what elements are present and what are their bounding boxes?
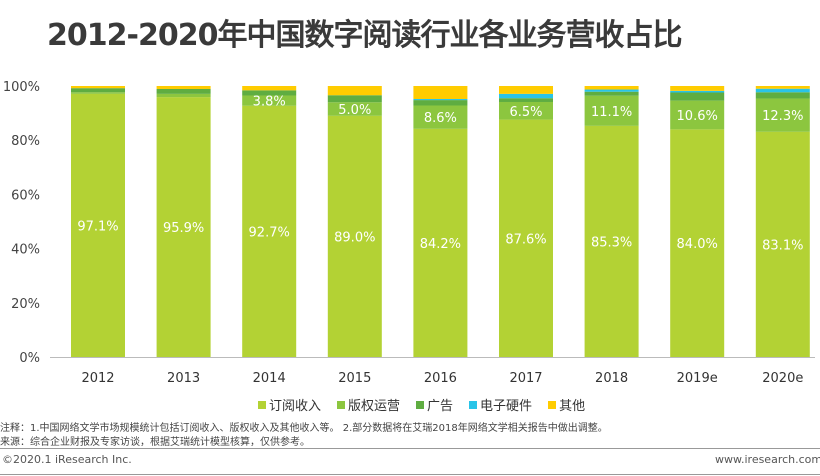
bar-segment — [242, 95, 297, 106]
y-tick-label: 40% — [11, 243, 40, 258]
x-tick-label: 2016 — [424, 371, 457, 386]
legend-swatch — [258, 400, 266, 409]
bar-segment — [71, 88, 125, 93]
legend-item: 广告 — [416, 395, 453, 414]
y-tick-label: 100% — [3, 80, 40, 95]
bar-segment — [413, 86, 468, 100]
legend-item: 版权运营 — [337, 395, 400, 414]
data-label: 10.6% — [677, 109, 718, 124]
legend-swatch — [548, 400, 557, 409]
copyright: ©2020.1 iResearch Inc. — [2, 453, 132, 466]
bar-segment — [242, 105, 297, 358]
data-label: 84.0% — [677, 237, 718, 252]
data-label: 85.3% — [591, 235, 632, 250]
data-label: 97.1% — [77, 219, 118, 234]
divider — [0, 448, 820, 449]
bar-segment — [327, 95, 382, 103]
bar-segment — [327, 102, 382, 116]
x-tick-label: 2012 — [81, 371, 114, 386]
bar-segment — [156, 93, 211, 98]
bar-segment — [156, 97, 211, 358]
legend-label: 电子硬件 — [480, 399, 533, 414]
bar-segment — [71, 86, 125, 89]
y-tick-label: 0% — [19, 351, 40, 366]
bar-segment — [584, 91, 639, 96]
x-tick-label: 2017 — [509, 371, 542, 386]
bar-segment — [755, 92, 810, 99]
bar-segment — [584, 89, 639, 92]
data-label: 6.5% — [509, 105, 542, 120]
legend-swatch — [469, 400, 478, 409]
legend: 订阅收入 版权运营 广告 电子硬件 其他 — [258, 395, 585, 414]
source-note: 来源：综合企业财报及专家访谈，根据艾瑞统计模型核算，仅供参考。 — [0, 437, 310, 448]
data-label: 95.9% — [163, 221, 204, 236]
bar-segment — [670, 86, 725, 91]
x-tick-label: 2014 — [253, 371, 286, 386]
bar-segment — [499, 93, 553, 99]
bar-segment — [71, 93, 125, 357]
bar-segment — [755, 98, 810, 132]
y-tick-label: 80% — [11, 134, 40, 149]
bar-segment — [242, 90, 297, 96]
data-label: 83.1% — [762, 238, 803, 253]
data-label: 5.0% — [338, 103, 371, 118]
bar-segment — [584, 125, 639, 357]
bar-segment — [156, 86, 211, 89]
legend-item: 订阅收入 — [258, 395, 321, 414]
bar-segment — [670, 90, 725, 93]
bar-segment — [499, 98, 553, 102]
y-tick-label: 60% — [11, 188, 40, 203]
chart-title: 2012-2020年中国数字阅读行业各业务营收占比 — [47, 18, 682, 53]
legend-item: 其他 — [548, 395, 585, 414]
bar-segment — [499, 86, 553, 94]
legend-label: 版权运营 — [348, 399, 401, 414]
stacked-bar-chart: 0% 20% 40% 60% 80% 100% 97.1% 2012 95.9% 2013 92.7… — [3, 80, 815, 386]
bar-segment — [755, 88, 810, 93]
bar-segment — [413, 100, 468, 106]
bar-segment — [670, 92, 725, 101]
data-label: 84.2% — [420, 237, 461, 252]
data-label: 89.0% — [334, 230, 375, 245]
y-tick-label: 20% — [11, 297, 40, 312]
x-tick-label: 2013 — [167, 371, 200, 386]
data-label: 87.6% — [505, 232, 546, 247]
data-label: 92.7% — [249, 225, 290, 240]
x-tick-label: 2020e — [762, 371, 803, 386]
bar-segment — [670, 129, 725, 357]
x-tick-label: 2019e — [677, 371, 718, 386]
legend-swatch — [416, 400, 425, 409]
legend-label: 广告 — [427, 399, 454, 414]
bar-segment — [755, 131, 810, 357]
data-label: 11.1% — [591, 105, 632, 120]
bar-segment — [670, 100, 725, 130]
legend-item: 电子硬件 — [469, 395, 532, 414]
data-label: 3.8% — [253, 95, 286, 110]
bar-segment — [327, 115, 382, 357]
bar-segment — [755, 86, 810, 89]
bar-segment — [327, 86, 382, 96]
bar-segment — [499, 101, 553, 120]
bar-segment — [242, 86, 297, 91]
legend-label: 其他 — [559, 399, 586, 414]
divider — [0, 474, 820, 475]
bar-segment — [413, 105, 468, 129]
data-label: 8.6% — [424, 111, 457, 126]
bar-segment — [413, 128, 468, 357]
legend-label: 订阅收入 — [269, 399, 322, 414]
bar-segment — [71, 92, 125, 94]
x-tick-label: 2015 — [338, 371, 371, 386]
bar-segment — [584, 86, 639, 90]
bar-segment — [413, 99, 468, 101]
x-tick-label: 2018 — [595, 371, 628, 386]
bar-segment — [156, 88, 211, 94]
footnote: 注释：1.中国网络文学市场规模统计包括订阅收入、版权收入及其他收入等。 2.部分… — [0, 423, 608, 434]
bar-segment — [584, 95, 639, 126]
data-label: 12.3% — [762, 109, 803, 124]
legend-swatch — [337, 400, 346, 409]
bar-segment — [499, 119, 553, 357]
website-link[interactable]: www.iresearch.com.cn — [715, 453, 820, 466]
